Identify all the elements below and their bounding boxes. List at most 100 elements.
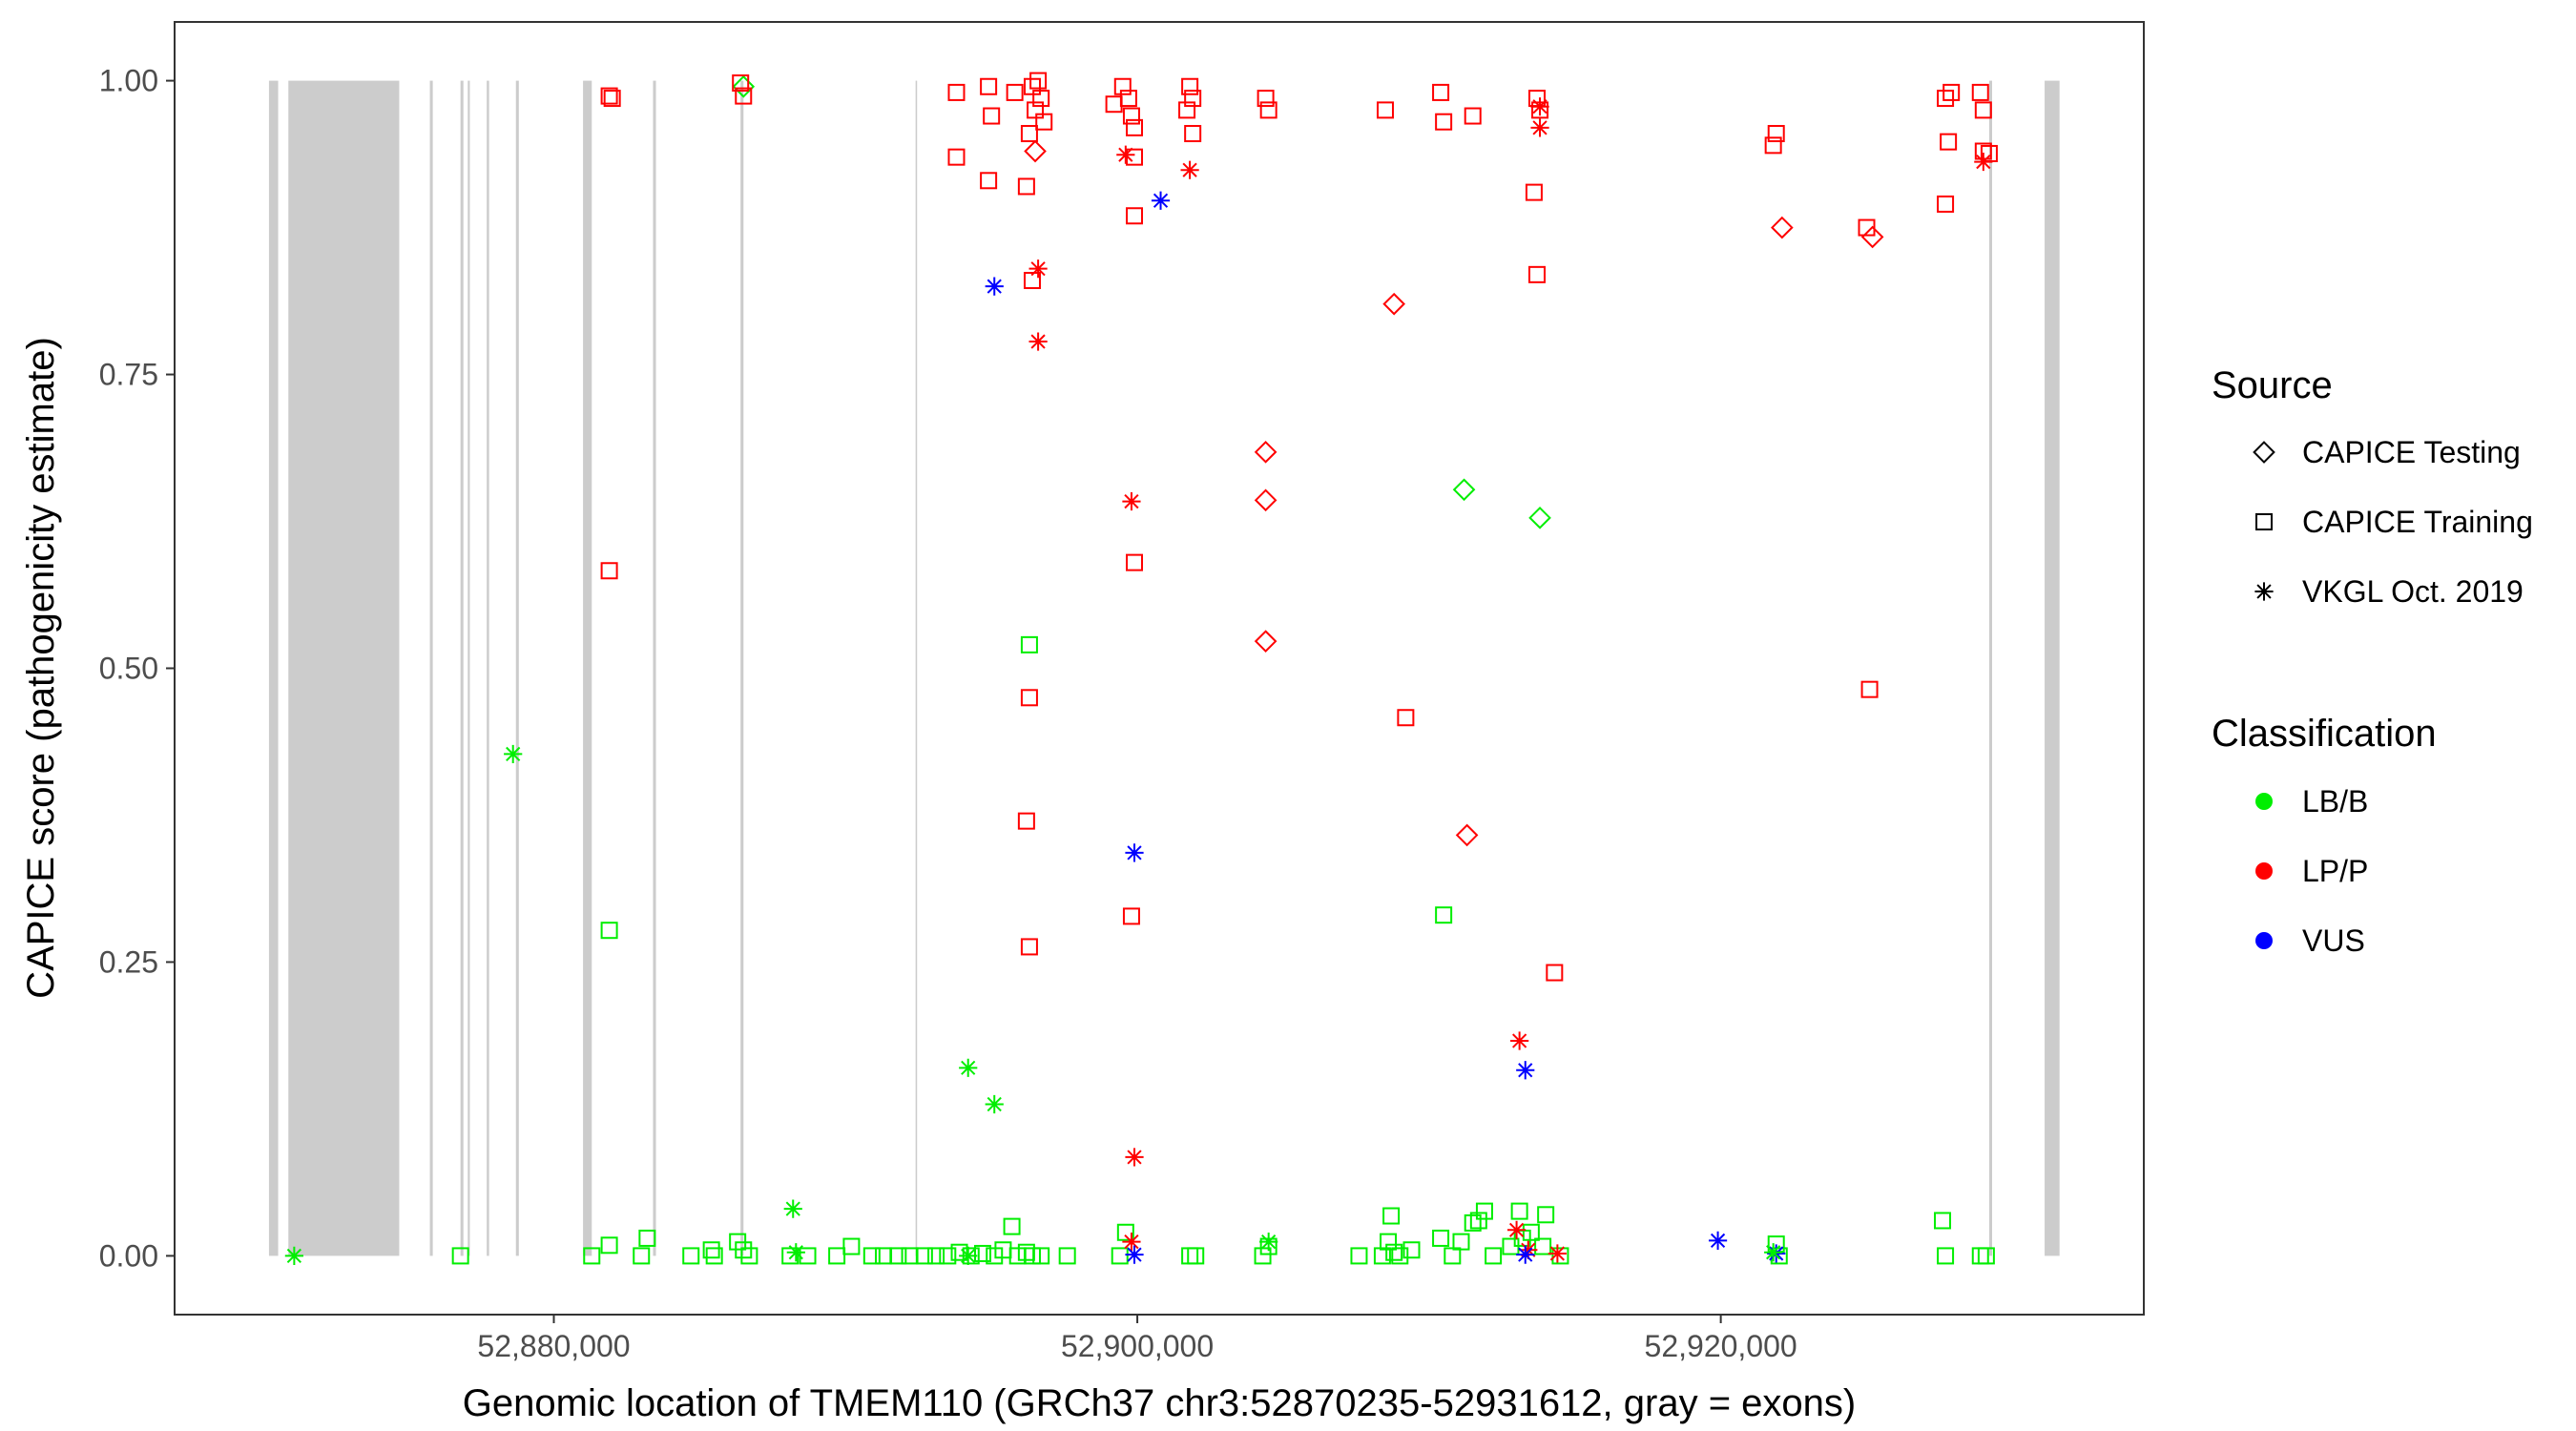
data-point [1522,1223,1540,1241]
data-point [735,87,753,105]
legend-classification-title: Classification [2212,713,2437,755]
data-point [1032,1247,1050,1265]
legend: Source CAPICE Testing CAPICE Training VKGL… [2212,364,2533,958]
data-point [1455,823,1479,847]
x-tick-label: 52,880,000 [477,1329,630,1363]
exon-band [515,80,519,1256]
data-point [947,148,966,166]
data-point [875,1247,893,1265]
data-point [1530,97,1549,116]
legend-dot-icon [2255,932,2273,949]
data-point [1860,225,1884,249]
data-point [1525,183,1543,201]
data-point [947,83,966,101]
data-point [1464,1213,1482,1232]
data-point [732,74,756,98]
data-point [1119,90,1137,108]
data-point [983,107,1001,125]
data-point [1028,332,1048,351]
data-point [1017,812,1035,830]
data-point [1464,107,1482,125]
data-point [1020,689,1038,707]
series-group [451,635,1995,1265]
data-point [1767,125,1785,143]
data-point [1032,90,1050,108]
data-point [1860,680,1879,698]
data-point [1125,843,1144,862]
data-point [1516,1245,1535,1264]
data-point [1125,1245,1144,1264]
data-point [1977,1247,1995,1265]
data-point [786,1243,805,1262]
x-axis-title: Genomic location of TMEM110 (GRCh37 chr3… [463,1382,1856,1424]
data-point [1537,1206,1555,1224]
exon-band [740,80,744,1256]
data-point [1350,1247,1368,1265]
data-point [682,1247,700,1265]
exon-band [460,80,464,1256]
x-tick-label: 52,920,000 [1645,1329,1797,1363]
data-point [1937,195,1955,213]
data-point [939,1247,957,1265]
data-point [974,1244,992,1262]
exon-band [429,80,433,1256]
data-point [1023,77,1041,95]
data-point [1506,1220,1527,1239]
data-point [1942,83,1961,101]
axes: 0.00 0.25 0.50 0.75 1.00 52,880,000 52,900,000… [99,64,1797,1363]
data-point [1971,83,1989,101]
data-point [1023,1247,1041,1265]
legend-square-icon [2255,513,2273,530]
data-point [1126,118,1144,136]
data-point [1003,1217,1021,1235]
legend-source-items: CAPICE Testing CAPICE Training VKGL Oct. 2… [2253,435,2533,609]
data-point [1020,938,1038,956]
data-point [1259,101,1278,119]
legend-asterisk-icon [2254,582,2274,601]
data-point [1485,1247,1503,1265]
exon-bands [268,80,2060,1256]
data-point [740,1247,758,1265]
data-point [1184,90,1202,108]
data-point [1023,272,1041,289]
data-point [985,277,1004,296]
data-point [1122,907,1140,925]
data-point [1113,77,1132,95]
data-point [600,87,618,105]
legend-source-title: Source [2212,364,2333,406]
data-point [1125,1148,1144,1167]
data-point [451,1247,469,1265]
legend-classification-label: VUS [2302,923,2365,958]
data-point [1475,1202,1493,1220]
data-point [1435,113,1453,131]
data-point [284,1246,303,1266]
data-point [1058,1247,1076,1265]
data-point [1382,1207,1401,1225]
data-point [1035,113,1053,131]
data-point [705,1247,723,1265]
x-tick-label: 52,900,000 [1061,1329,1214,1363]
data-point [1254,630,1278,653]
data-point [633,1247,651,1265]
data-point [1510,1202,1528,1220]
data-point [1126,207,1144,225]
data-point [1184,125,1202,143]
y-tick-label: 0.00 [99,1238,158,1273]
exon-band [487,80,489,1256]
data-point [1764,1243,1783,1262]
data-point [1126,553,1144,571]
data-point [1151,191,1171,210]
y-axis-title: CAPICE score (pathogenicity estimate) [20,337,62,999]
exon-band [467,80,470,1256]
data-point [1402,1241,1421,1259]
legend-dot-icon [2255,793,2273,810]
data-point [1528,507,1551,529]
data-point [732,74,750,93]
y-tick-label: 0.50 [99,652,158,686]
data-point [1937,1247,1955,1265]
data-point [1178,101,1196,119]
data-point [781,1247,800,1265]
data-point [1116,1223,1134,1241]
data-point [1006,83,1024,101]
